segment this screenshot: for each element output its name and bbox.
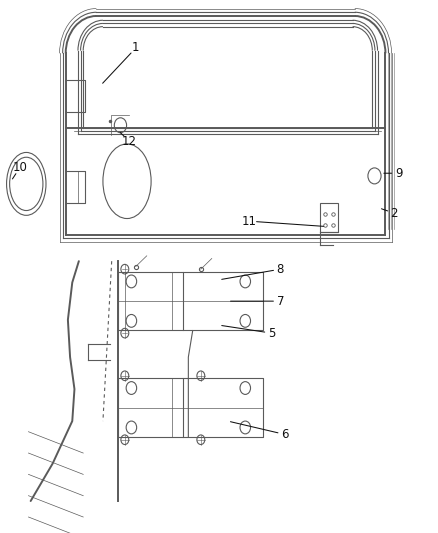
Circle shape xyxy=(121,264,129,274)
Circle shape xyxy=(121,435,129,445)
Text: 2: 2 xyxy=(390,207,398,220)
Text: 10: 10 xyxy=(12,161,27,174)
Text: 7: 7 xyxy=(276,295,284,308)
Text: 12: 12 xyxy=(122,135,137,148)
Circle shape xyxy=(121,371,129,381)
Text: 11: 11 xyxy=(242,215,257,228)
Text: 8: 8 xyxy=(277,263,284,276)
Text: 9: 9 xyxy=(395,167,403,180)
Text: 5: 5 xyxy=(268,327,275,340)
Circle shape xyxy=(197,371,205,381)
Text: 6: 6 xyxy=(281,428,289,441)
Circle shape xyxy=(121,328,129,338)
Circle shape xyxy=(197,435,205,445)
Text: 1: 1 xyxy=(132,42,140,54)
